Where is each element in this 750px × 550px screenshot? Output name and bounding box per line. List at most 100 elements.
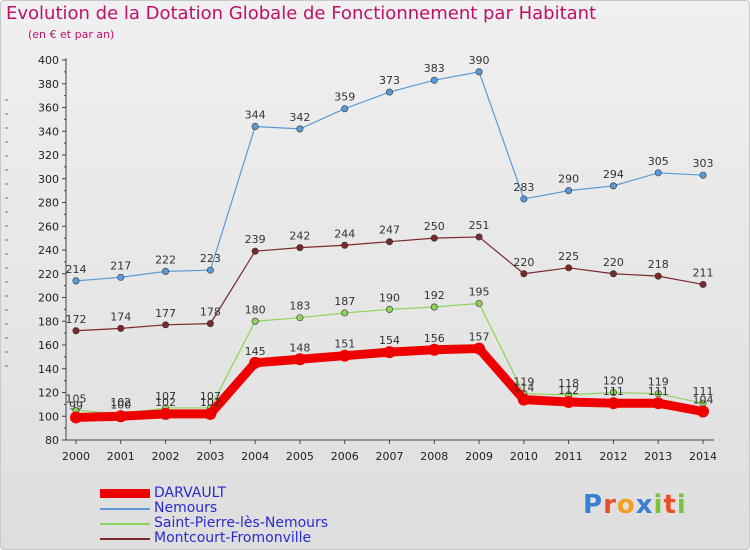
data-point — [204, 407, 217, 420]
data-label-saint-pierre-l-s-nemours: 120 — [603, 375, 624, 388]
data-point — [430, 76, 438, 84]
data-label-saint-pierre-l-s-nemours: 119 — [648, 376, 669, 389]
y-tick-label: 100 — [38, 410, 59, 423]
logo-letter: o — [616, 490, 636, 520]
data-point — [341, 241, 349, 249]
data-label-saint-pierre-l-s-nemours: 190 — [379, 291, 400, 304]
data-point — [296, 125, 304, 133]
y-tick-label: 180 — [38, 315, 59, 328]
y-tick-label: 360 — [38, 102, 59, 115]
data-point — [296, 314, 304, 322]
logo-letter: P — [583, 490, 604, 520]
data-point — [206, 320, 214, 328]
legend-item: Nemours — [100, 500, 420, 516]
data-point — [473, 342, 486, 355]
y-tick-label: 120 — [38, 387, 59, 400]
data-label-montcourt-fromonville: 172 — [66, 313, 87, 326]
data-label-montcourt-fromonville: 225 — [558, 250, 579, 263]
data-label-montcourt-fromonville: 242 — [289, 230, 310, 243]
data-label-saint-pierre-l-s-nemours: 107 — [200, 390, 221, 403]
y-tick-label: 400 — [38, 54, 59, 67]
data-point — [249, 356, 262, 369]
data-label-saint-pierre-l-s-nemours: 102 — [110, 396, 131, 409]
data-label-montcourt-fromonville: 250 — [424, 220, 445, 233]
data-label-nemours: 359 — [334, 91, 355, 104]
x-tick-label: 2014 — [689, 450, 717, 463]
data-point — [162, 267, 170, 275]
data-label-darvault: 102 — [200, 396, 221, 409]
logo-letter: t — [663, 490, 677, 520]
data-label-darvault: 145 — [245, 345, 266, 358]
data-label-darvault: 111 — [648, 385, 669, 398]
legend-item: Montcourt-Fromonville — [100, 530, 420, 546]
data-label-saint-pierre-l-s-nemours: 119 — [513, 376, 534, 389]
data-label-montcourt-fromonville: 247 — [379, 224, 400, 237]
x-tick-label: 2000 — [62, 450, 90, 463]
data-point — [72, 277, 80, 285]
y-tick-label: 80 — [45, 434, 59, 447]
data-label-nemours: 217 — [110, 259, 131, 272]
data-label-montcourt-fromonville: 218 — [648, 258, 669, 271]
data-point — [117, 273, 125, 281]
data-label-montcourt-fromonville: 220 — [513, 256, 534, 269]
data-point — [475, 233, 483, 241]
data-label-darvault: 148 — [289, 341, 310, 354]
x-tick-label: 2004 — [241, 450, 269, 463]
data-label-darvault: 99 — [69, 399, 83, 412]
data-point — [475, 68, 483, 76]
y-tick-label: 320 — [38, 149, 59, 162]
data-point — [654, 272, 662, 280]
legend: DARVAULT Nemours Saint-Pierre-lès-Nemours M… — [100, 485, 420, 546]
data-label-nemours: 383 — [424, 62, 445, 75]
x-tick-label: 2003 — [196, 450, 224, 463]
data-label-nemours: 290 — [558, 173, 579, 186]
data-label-saint-pierre-l-s-nemours: 180 — [245, 303, 266, 316]
data-point — [565, 187, 573, 195]
x-tick-label: 2013 — [644, 450, 672, 463]
data-label-nemours: 223 — [200, 252, 221, 265]
data-point — [383, 346, 396, 359]
data-point — [699, 280, 707, 288]
data-point — [341, 105, 349, 113]
data-label-montcourt-fromonville: 239 — [245, 233, 266, 246]
data-label-darvault: 102 — [155, 396, 176, 409]
data-point — [251, 123, 259, 131]
x-tick-label: 2006 — [331, 450, 359, 463]
x-tick-label: 2010 — [510, 450, 538, 463]
data-label-nemours: 294 — [603, 168, 624, 181]
data-point — [117, 324, 125, 332]
data-label-nemours: 214 — [66, 263, 87, 276]
data-point — [114, 410, 127, 423]
data-label-nemours: 283 — [513, 181, 534, 194]
legend-label: Montcourt-Fromonville — [154, 530, 312, 546]
data-label-nemours: 222 — [155, 253, 176, 266]
data-point — [251, 247, 259, 255]
data-point — [206, 266, 214, 274]
data-label-nemours: 342 — [289, 111, 310, 124]
series-darvault — [70, 342, 709, 424]
data-point — [70, 411, 82, 424]
line-chart: 80 100 120 140 160 180 200 220 240 260 280 300 320 34… — [5, 54, 717, 463]
data-label-saint-pierre-l-s-nemours: 192 — [424, 289, 445, 302]
data-label-darvault: 114 — [513, 382, 534, 395]
data-point — [520, 270, 528, 278]
legend-item: DARVAULT — [100, 485, 420, 501]
data-label-darvault: 100 — [110, 398, 131, 411]
data-label-nemours: 305 — [648, 155, 669, 168]
chart-subtitle: (en € et par an) — [28, 28, 115, 41]
legend-label: DARVAULT — [154, 485, 227, 501]
data-label-darvault: 151 — [334, 338, 355, 351]
legend-swatch — [100, 523, 150, 525]
data-point — [654, 390, 662, 398]
chart-title: Evolution de la Dotation Globale de Fonc… — [6, 3, 597, 24]
data-point — [609, 388, 617, 396]
legend-item: Saint-Pierre-lès-Nemours — [100, 515, 420, 531]
y-tick-label: 380 — [38, 78, 59, 91]
legend-swatch — [100, 538, 150, 540]
data-point — [520, 195, 528, 203]
y-tick-label: 260 — [38, 220, 59, 233]
legend-swatch — [100, 489, 150, 498]
data-point — [430, 303, 438, 311]
data-label-saint-pierre-l-s-nemours: 105 — [66, 392, 87, 405]
